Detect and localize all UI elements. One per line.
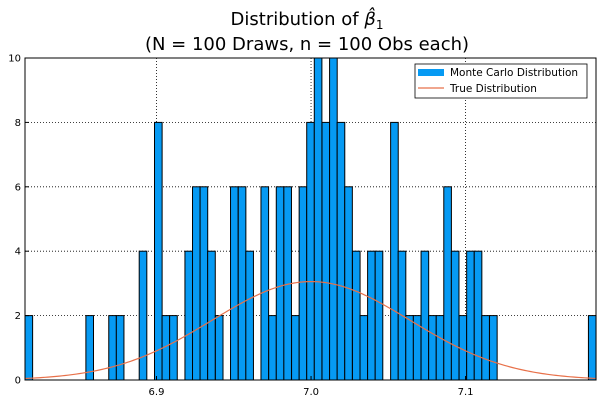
y-tick-label: 10 [8,54,21,65]
bars-layer [24,57,597,381]
plot-frame [24,57,597,381]
histogram-bar [390,121,399,381]
legend: Monte Carlo Distribution True Distributi… [414,63,588,99]
y-tick-label: 0 [15,376,21,387]
histogram-bar [260,186,270,381]
histogram-bar [489,315,498,381]
y-tick-label: 2 [15,311,21,322]
histogram-bar [329,57,338,381]
histogram-bar [306,121,315,381]
histogram-bar [108,315,117,381]
histogram-bar [268,315,277,381]
histogram-bar [336,121,346,381]
histogram-bar [207,250,216,381]
histogram-bar [428,315,437,381]
histogram-bar [169,315,178,381]
histogram-bar [138,250,148,381]
histogram-bar [237,186,247,381]
true-distribution-curve [24,280,597,380]
histogram-bar [359,315,369,381]
y-tick-label: 6 [15,182,21,193]
histogram-bar [405,315,414,381]
histogram-bar [466,250,475,381]
histogram-bar [367,250,376,381]
legend-label-monte-carlo: Monte Carlo Distribution [450,67,578,79]
chart-title-subscript: 1 [376,18,384,32]
histogram-bar [587,315,597,381]
curve-layer [24,280,597,380]
chart-subtitle: (N = 100 Draws, n = 100 Obs each) [145,34,469,55]
histogram-bar [192,186,201,381]
histogram-bar [481,315,490,381]
x-tick-label: 7.0 [303,387,319,398]
histogram-bar [321,121,331,381]
histogram-bar [275,186,285,381]
histogram-bar [214,315,224,381]
histogram-bar [153,121,163,381]
histogram-bar [443,186,452,381]
chart-title-symbol: β̂ [363,7,376,30]
histogram-bar [412,315,422,381]
histogram-bar [420,250,430,381]
legend-bar-swatch [418,69,444,76]
histogram-bar [344,186,353,381]
legend-label-true-distribution: True Distribution [449,83,537,95]
x-tick-label: 6.9 [149,387,165,398]
histogram-bar [245,250,254,381]
chart-title-prefix: Distribution of [231,9,365,30]
histogram-bar [291,315,300,381]
histogram-bar [313,57,323,381]
histogram-bar [85,315,95,381]
histogram-bar [184,250,194,381]
histogram-bar [351,250,361,381]
x-tick-label: 7.1 [458,387,474,398]
axes: 6.9 7.0 7.1 0 2 4 6 8 10 [8,54,597,398]
chart-title: Distribution of β̂1 [231,7,384,32]
histogram-bar [115,315,125,381]
histogram-bar [435,315,445,381]
histogram-bar [298,186,308,381]
y-tick-label: 8 [15,118,21,129]
histogram-bar [450,250,460,381]
histogram-bar [473,250,483,381]
histogram-bar [24,315,34,381]
histogram-bar [230,186,239,381]
histogram-bar [199,186,209,381]
legend-box [414,63,588,99]
histogram-bar [374,250,384,381]
y-tick-label: 4 [15,247,21,258]
